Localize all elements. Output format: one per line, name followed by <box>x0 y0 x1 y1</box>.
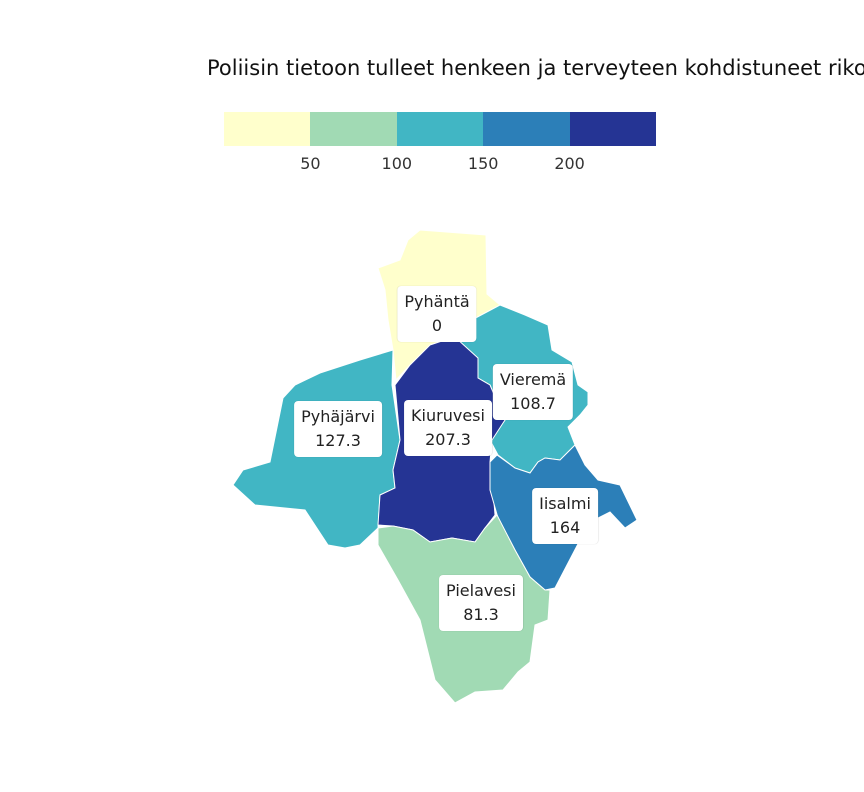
region-value: 108.7 <box>510 394 556 413</box>
region-value: 81.3 <box>463 605 499 624</box>
region-name: Vieremä <box>499 370 567 389</box>
region-value: 164 <box>549 518 581 537</box>
region-name: Pielavesi <box>446 581 516 600</box>
region-label-pyhanta: Pyhäntä 0 <box>397 286 477 342</box>
legend-swatch-5 <box>569 112 656 146</box>
legend-swatch-2 <box>310 112 397 146</box>
legend-tick: 100 <box>381 154 413 173</box>
region-label-kiuruvesi: Kiuruvesi 207.3 <box>404 400 492 456</box>
region-name: Iisalmi <box>539 494 591 513</box>
legend-ticks: 50 100 150 200 <box>224 146 656 173</box>
region-name: Pyhäntä <box>404 292 470 311</box>
region-value: 127.3 <box>315 431 361 450</box>
region-name: Kiuruvesi <box>411 406 485 425</box>
color-legend: 50 100 150 200 <box>224 112 656 173</box>
region-label-vierema: Vieremä 108.7 <box>492 364 574 420</box>
region-label-pielavesi: Pielavesi 81.3 <box>439 575 523 631</box>
map-title: Poliisin tietoon tulleet henkeen ja terv… <box>207 56 864 80</box>
region-label-pyhajarvi: Pyhäjärvi 127.3 <box>294 401 382 457</box>
region-name: Pyhäjärvi <box>301 407 375 426</box>
legend-tick: 150 <box>467 154 499 173</box>
legend-swatch-4 <box>483 112 570 146</box>
legend-swatch-3 <box>396 112 484 146</box>
region-value: 0 <box>431 316 443 335</box>
region-value: 207.3 <box>425 430 471 449</box>
region-label-iisalmi: Iisalmi 164 <box>532 488 598 544</box>
legend-swatch-1 <box>224 112 311 146</box>
legend-color-bar <box>224 112 656 146</box>
legend-tick: 200 <box>554 154 585 173</box>
legend-tick: 50 <box>300 154 321 173</box>
